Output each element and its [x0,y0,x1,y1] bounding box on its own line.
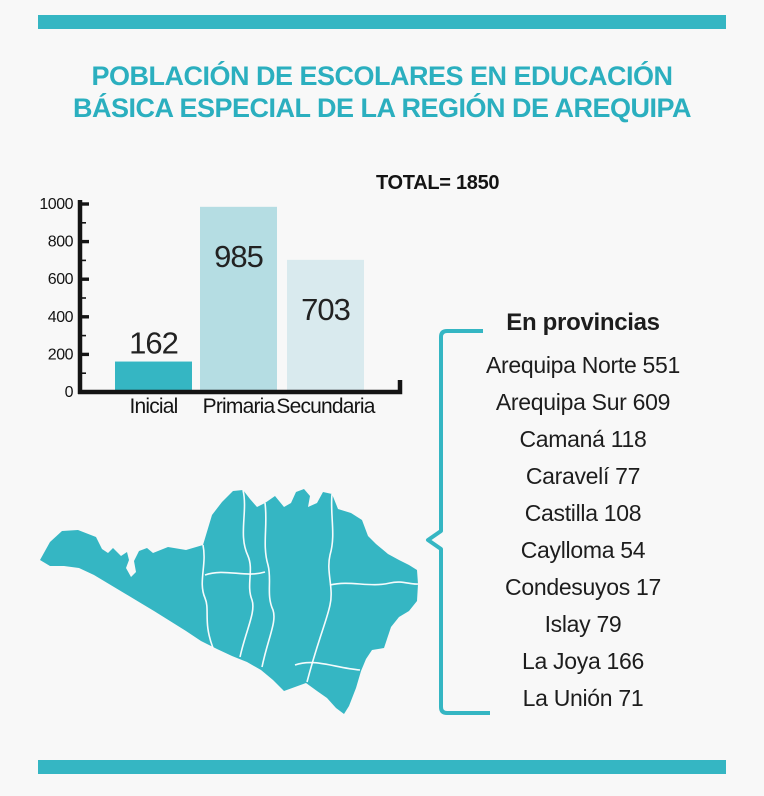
province-item: Arequipa Norte 551 [485,352,681,378]
provinces-panel: En provincias Arequipa Norte 551 Arequipa… [448,308,718,717]
province-item: La Joya 166 [521,648,645,674]
map-land [40,489,418,714]
province-list: Arequipa Norte 551 Arequipa Sur 609 Camaná… [448,347,718,717]
bar-chart: 162 Inicial 985 Primaria 703 Secundaria 0 200 40… [39,196,403,418]
x-category-label: Primaria [203,395,276,418]
province-item: Camaná 118 [519,426,647,452]
bar-value-label: 703 [301,292,350,327]
province-item: Castilla 108 [524,500,642,526]
province-item: Arequipa Sur 609 [495,389,671,415]
y-tick-label: 800 [48,234,74,251]
page-title-line-2: BÁSICA ESPECIAL DE LA REGIÓN DE AREQUIPA [72,93,692,123]
x-category-label: Inicial [129,395,177,418]
province-item: Caylloma 54 [520,537,646,563]
bar-inicial [115,361,192,392]
x-category-label: Secundaria [276,395,375,418]
page-title: POBLACIÓN DE ESCOLARES EN EDUCACIÓN BÁSI… [0,60,764,124]
province-borders [201,489,419,683]
y-tick-label: 0 [65,384,74,401]
bottom-accent-bar [38,760,726,774]
bar-primaria [200,206,277,392]
y-tick-label: 200 [48,346,74,363]
curly-brace-icon [426,329,490,715]
province-item: Caravelí 77 [525,463,641,489]
y-tick-label: 600 [48,271,74,288]
total-label: TOTAL= 1850 [376,172,500,194]
x-axis [78,380,403,395]
top-accent-bar [38,15,726,29]
province-item: Islay 79 [544,611,622,637]
y-tick-label: 400 [48,309,74,326]
bar-value-label: 985 [214,239,263,274]
provinces-heading: En provincias [506,309,660,336]
arequipa-region-map [40,489,419,714]
y-tick-label: 1000 [39,196,73,213]
province-item: Condesuyos 17 [505,574,661,600]
bar-secundaria [287,259,364,392]
province-item: La Unión 71 [522,685,644,711]
page-title-line-1: POBLACIÓN DE ESCOLARES EN EDUCACIÓN [91,61,673,91]
bar-value-label: 162 [129,326,178,361]
